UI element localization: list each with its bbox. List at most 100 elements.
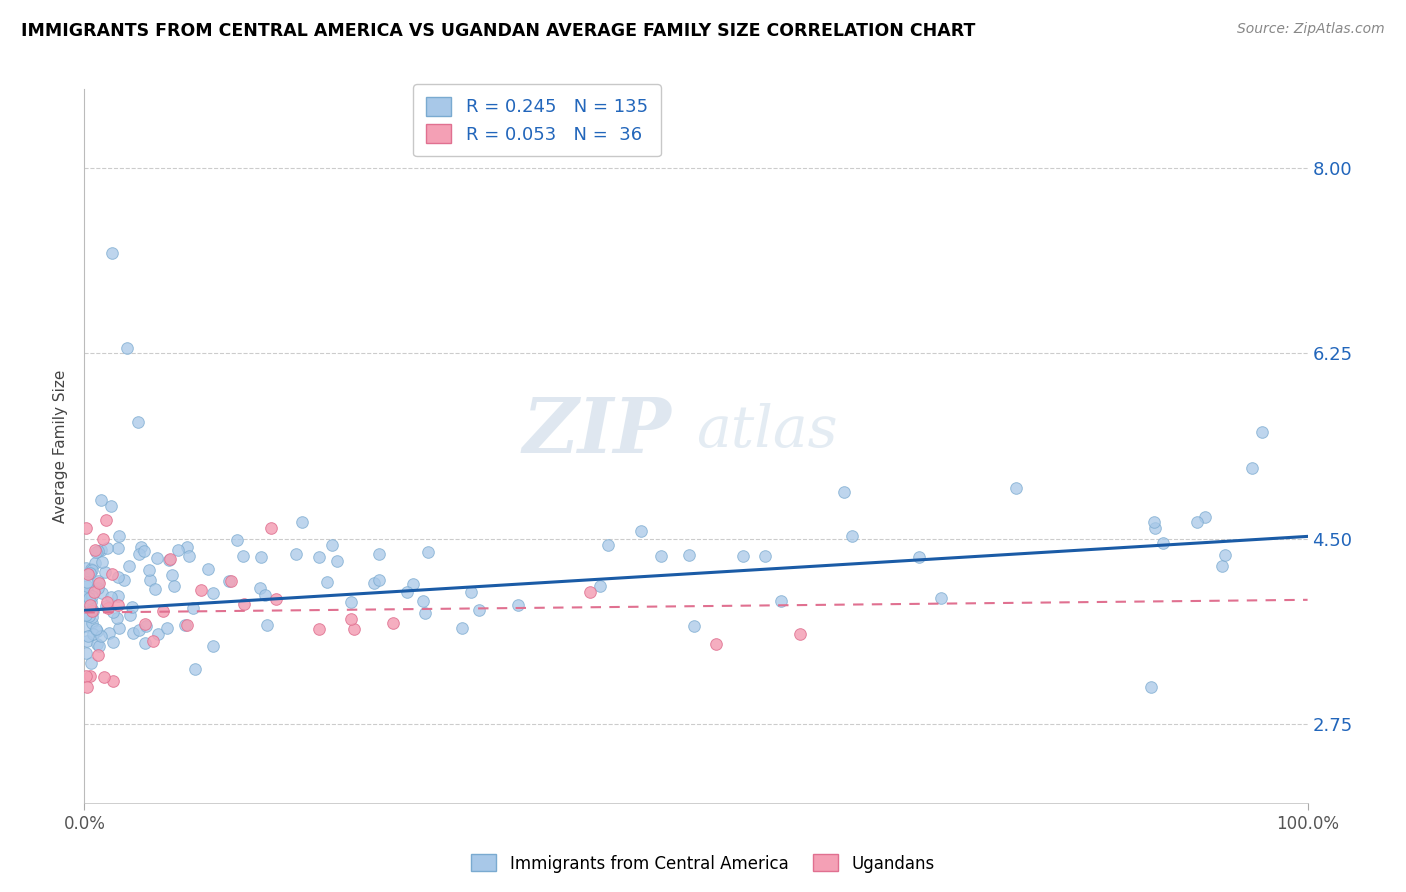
Point bbox=[132, 544, 155, 558]
Point bbox=[326, 554, 349, 568]
Text: atlas: atlas bbox=[696, 403, 838, 460]
Point bbox=[100, 591, 122, 605]
Point bbox=[80, 615, 103, 630]
Point bbox=[1211, 558, 1233, 573]
Point bbox=[94, 565, 117, 579]
Point bbox=[107, 598, 129, 612]
Point bbox=[253, 588, 276, 602]
Point bbox=[232, 549, 254, 563]
Point bbox=[90, 586, 112, 600]
Point bbox=[86, 574, 108, 589]
Point bbox=[754, 549, 776, 564]
Text: ZIP: ZIP bbox=[523, 395, 672, 468]
Point bbox=[467, 603, 489, 617]
Point bbox=[162, 568, 184, 582]
Point bbox=[91, 532, 114, 546]
Point bbox=[75, 588, 97, 602]
Point bbox=[79, 669, 101, 683]
Point bbox=[152, 604, 174, 618]
Point bbox=[841, 528, 863, 542]
Point bbox=[75, 521, 97, 535]
Point bbox=[167, 543, 190, 558]
Point bbox=[135, 619, 157, 633]
Point bbox=[138, 563, 160, 577]
Point bbox=[184, 662, 207, 676]
Point bbox=[76, 634, 98, 648]
Point bbox=[769, 594, 792, 608]
Point bbox=[79, 566, 101, 580]
Point bbox=[100, 246, 122, 260]
Point bbox=[103, 673, 125, 688]
Point bbox=[704, 637, 727, 651]
Point bbox=[460, 585, 482, 599]
Y-axis label: Average Family Size: Average Family Size bbox=[53, 369, 69, 523]
Point bbox=[97, 600, 120, 615]
Point bbox=[128, 415, 150, 429]
Point bbox=[118, 607, 141, 622]
Point bbox=[226, 533, 249, 548]
Point bbox=[90, 629, 112, 643]
Point bbox=[82, 604, 104, 618]
Point bbox=[1140, 680, 1163, 694]
Point bbox=[340, 595, 363, 609]
Point bbox=[80, 562, 103, 576]
Point bbox=[163, 579, 186, 593]
Point bbox=[1240, 461, 1263, 475]
Point bbox=[91, 555, 114, 569]
Point bbox=[596, 538, 619, 552]
Point bbox=[218, 574, 240, 588]
Point bbox=[87, 639, 110, 653]
Legend: R = 0.245   N = 135, R = 0.053   N =  36: R = 0.245 N = 135, R = 0.053 N = 36 bbox=[413, 84, 661, 156]
Point bbox=[77, 628, 100, 642]
Point bbox=[368, 547, 391, 561]
Point bbox=[121, 600, 143, 615]
Point bbox=[75, 646, 97, 660]
Point bbox=[86, 648, 108, 662]
Point bbox=[98, 626, 121, 640]
Point bbox=[176, 617, 198, 632]
Point bbox=[291, 515, 314, 529]
Point bbox=[96, 513, 118, 527]
Point bbox=[176, 540, 198, 554]
Point bbox=[103, 605, 125, 619]
Point bbox=[1005, 481, 1028, 495]
Point bbox=[579, 584, 602, 599]
Point bbox=[174, 618, 197, 632]
Point bbox=[84, 545, 107, 559]
Point bbox=[84, 543, 107, 558]
Point bbox=[506, 598, 529, 612]
Point bbox=[232, 597, 254, 611]
Point bbox=[80, 602, 103, 616]
Point bbox=[84, 556, 107, 570]
Point bbox=[219, 574, 242, 589]
Point bbox=[82, 627, 104, 641]
Point bbox=[343, 622, 366, 636]
Point bbox=[308, 622, 330, 636]
Point bbox=[77, 609, 100, 624]
Point bbox=[76, 586, 98, 600]
Point bbox=[159, 552, 181, 566]
Point bbox=[107, 589, 129, 603]
Point bbox=[105, 611, 128, 625]
Point bbox=[121, 626, 143, 640]
Point bbox=[146, 626, 169, 640]
Point bbox=[76, 680, 98, 694]
Point bbox=[201, 640, 224, 654]
Point bbox=[731, 549, 754, 563]
Point bbox=[118, 559, 141, 574]
Point bbox=[1185, 515, 1208, 529]
Point bbox=[197, 562, 219, 576]
Point bbox=[86, 622, 108, 636]
Point bbox=[86, 582, 108, 596]
Point bbox=[108, 621, 131, 635]
Point bbox=[112, 573, 135, 587]
Point bbox=[75, 608, 97, 623]
Point bbox=[75, 669, 97, 683]
Point bbox=[1143, 515, 1166, 529]
Point bbox=[134, 636, 156, 650]
Point bbox=[94, 599, 117, 614]
Point bbox=[79, 595, 101, 609]
Point bbox=[156, 621, 179, 635]
Point bbox=[96, 541, 118, 556]
Point bbox=[128, 624, 150, 638]
